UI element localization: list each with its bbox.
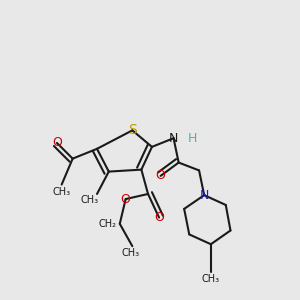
Text: S: S xyxy=(128,123,137,137)
Text: N: N xyxy=(200,189,209,202)
Text: H: H xyxy=(187,132,197,145)
Text: O: O xyxy=(121,193,130,206)
Text: CH₂: CH₂ xyxy=(99,219,117,229)
Text: N: N xyxy=(169,132,178,145)
Text: O: O xyxy=(52,136,62,149)
Text: CH₃: CH₃ xyxy=(80,195,98,205)
Text: CH₃: CH₃ xyxy=(121,248,140,258)
Text: CH₃: CH₃ xyxy=(52,187,71,196)
Text: O: O xyxy=(156,169,166,182)
Text: O: O xyxy=(154,211,164,224)
Text: CH₃: CH₃ xyxy=(202,274,220,284)
